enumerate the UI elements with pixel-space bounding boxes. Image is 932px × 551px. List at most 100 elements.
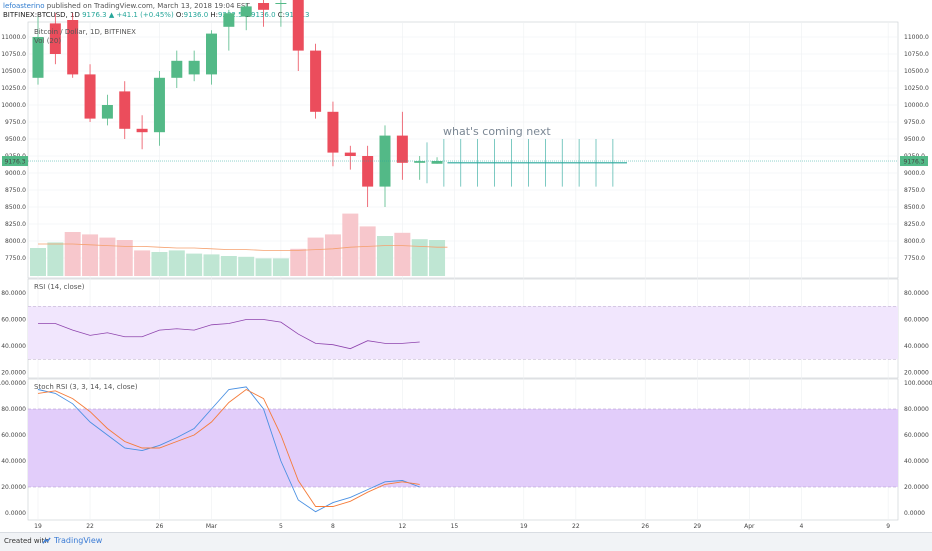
candle-down [344, 152, 356, 156]
volume-bar [324, 234, 341, 276]
footer: Created with TradingView [0, 532, 932, 551]
candle-down [136, 128, 148, 133]
price-tick-label-right: 9500.0 [904, 136, 925, 143]
rsi-line [38, 319, 420, 350]
candle-up [414, 161, 426, 163]
candle-down [310, 50, 322, 112]
stoch-tick-label-left: 100.0000 [0, 380, 26, 387]
annotation-text: what's coming next [443, 125, 551, 138]
x-axis-label: 26 [156, 523, 164, 530]
candle-up [431, 161, 443, 164]
rsi-tick-label-right: 60.0000 [904, 317, 929, 324]
publish-info: lefoasterino published on TradingView.co… [3, 2, 250, 10]
last-price-marker-left [2, 156, 28, 167]
x-axis-label: 19 [34, 523, 42, 530]
x-axis-label: Apr [744, 523, 755, 530]
volume-bar [64, 232, 81, 276]
last-price-marker-right [900, 156, 928, 167]
price-change: ▲ +41.1 (+0.45%) [108, 11, 174, 19]
candle-up [188, 60, 200, 75]
author-link[interactable]: lefoasterino [3, 2, 45, 10]
rsi-tick-label-left: 60.0000 [1, 317, 26, 324]
x-axis-label: 26 [641, 523, 649, 530]
price-tick-label-right: 10000.0 [904, 102, 929, 109]
price-tick-label-left: 8750.0 [5, 187, 26, 194]
price-tick-label-right: 10500.0 [904, 68, 929, 75]
volume-bar [429, 240, 446, 276]
volume-bar [47, 242, 64, 276]
chart-area[interactable]: 11000.0 11000.0 10750.0 10750.0 10500.0 10500… [0, 0, 932, 532]
candle-down [67, 20, 79, 75]
price-tick-label-right: 8500.0 [904, 204, 925, 211]
stoch-tick-label-right: 60.0000 [904, 432, 929, 439]
x-axis-label: 15 [451, 523, 459, 530]
price-tick-label-right: 11000.0 [904, 34, 929, 41]
price-tick-label-left: 8500.0 [5, 204, 26, 211]
symbol: BITFINEX:BTCUSD, 1D [3, 11, 80, 19]
candle-down [292, 0, 304, 51]
stoch-band [28, 409, 898, 487]
price-tick-label-right: 8000.0 [904, 238, 925, 245]
candle-up [240, 6, 252, 17]
open-label: O: [175, 11, 184, 19]
volume-bar [186, 253, 203, 276]
stoch-d-line [37, 388, 420, 507]
stoch-k-line [37, 386, 420, 513]
x-axis-label: 12 [399, 523, 407, 530]
price-tick-label-left: 11000.0 [1, 34, 26, 41]
volume-bar [290, 248, 307, 276]
price-tick-label-left: 8250.0 [5, 221, 26, 228]
price-tick-label-right: 8250.0 [904, 221, 925, 228]
rsi-pane-title: RSI (14, close) [34, 283, 85, 291]
stoch-tick-label-right: 20.0000 [904, 484, 929, 491]
price-tick-label-right: 7750.0 [904, 255, 925, 262]
volume-bar [272, 258, 289, 276]
x-axis-label: 4 [799, 523, 803, 530]
price-tick-label-left: 9750.0 [5, 119, 26, 126]
volume-bar [255, 258, 272, 276]
last-price-label-right: 9176.3 [904, 159, 925, 166]
rsi-band [28, 306, 898, 360]
price-tick-label-right: 9750.0 [904, 119, 925, 126]
candle-down [396, 135, 408, 163]
stoch-tick-label-left: 80.0000 [1, 406, 26, 413]
volume-bar [359, 226, 376, 276]
x-axis-label: Mar [206, 523, 218, 530]
candle-down [49, 23, 61, 54]
candle-up [171, 60, 183, 78]
price-tick-label-right: 10250.0 [904, 85, 929, 92]
rsi-tick-label-right: 80.0000 [904, 290, 929, 297]
volume-bar [411, 239, 428, 276]
rsi-tick-label-left: 20.0000 [1, 370, 26, 377]
x-axis-label: 29 [693, 523, 701, 530]
tradingview-brand-link[interactable]: TradingView [54, 536, 103, 545]
candle-up [153, 77, 165, 133]
stoch-pane-title: Stoch RSI (3, 3, 14, 14, close) [34, 383, 138, 391]
candle-down [258, 3, 270, 10]
x-axis-label: 5 [279, 523, 283, 530]
candle-down [84, 74, 96, 119]
volume-bar [168, 250, 185, 276]
price-tick-label-left: 10000.0 [1, 102, 26, 109]
created-with-label: Created with [4, 537, 49, 545]
tradingview-logo-icon [42, 537, 51, 544]
stoch-tick-label-left: 0.0000 [5, 510, 26, 517]
candle-up [101, 105, 113, 119]
x-axis-label: 8 [331, 523, 335, 530]
stoch-tick-label-right: 80.0000 [904, 406, 929, 413]
x-axis-label: 22 [86, 523, 94, 530]
stoch-tick-label-left: 60.0000 [1, 432, 26, 439]
volume-bar [82, 234, 99, 276]
stoch-tick-label-right: 100.0000 [904, 380, 932, 387]
candle-down [362, 156, 374, 187]
volume-bar [134, 250, 151, 276]
x-axis-label: 9 [886, 523, 890, 530]
candle-up [275, 3, 287, 4]
volume-label: Vol (20) [34, 37, 61, 45]
stoch-tick-label-left: 20.0000 [1, 484, 26, 491]
price-tick-label-right: 9000.0 [904, 170, 925, 177]
volume-bar [394, 232, 411, 276]
volume-bar [99, 237, 116, 276]
open-value: 9136.0 [183, 11, 209, 19]
price-tick-label-right: 8750.0 [904, 187, 925, 194]
